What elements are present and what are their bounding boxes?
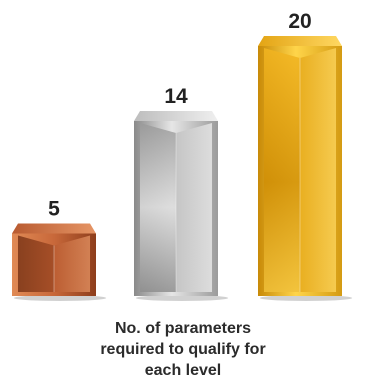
bar-1	[12, 223, 107, 301]
caption-line-1: No. of parameters	[114, 320, 252, 337]
bar-2	[134, 111, 229, 301]
value-label-2: 14	[164, 85, 188, 108]
bar-3	[258, 36, 353, 301]
value-labels-group: 5 14 20	[48, 10, 312, 221]
caption-line-3: each level	[144, 362, 222, 379]
value-label-1: 5	[48, 198, 60, 221]
value-label-3: 20	[288, 10, 311, 33]
caption-line-2: required to qualify for	[100, 341, 266, 358]
bars-group	[12, 36, 353, 301]
chart-caption: No. of parameters required to qualify fo…	[0, 318, 366, 381]
